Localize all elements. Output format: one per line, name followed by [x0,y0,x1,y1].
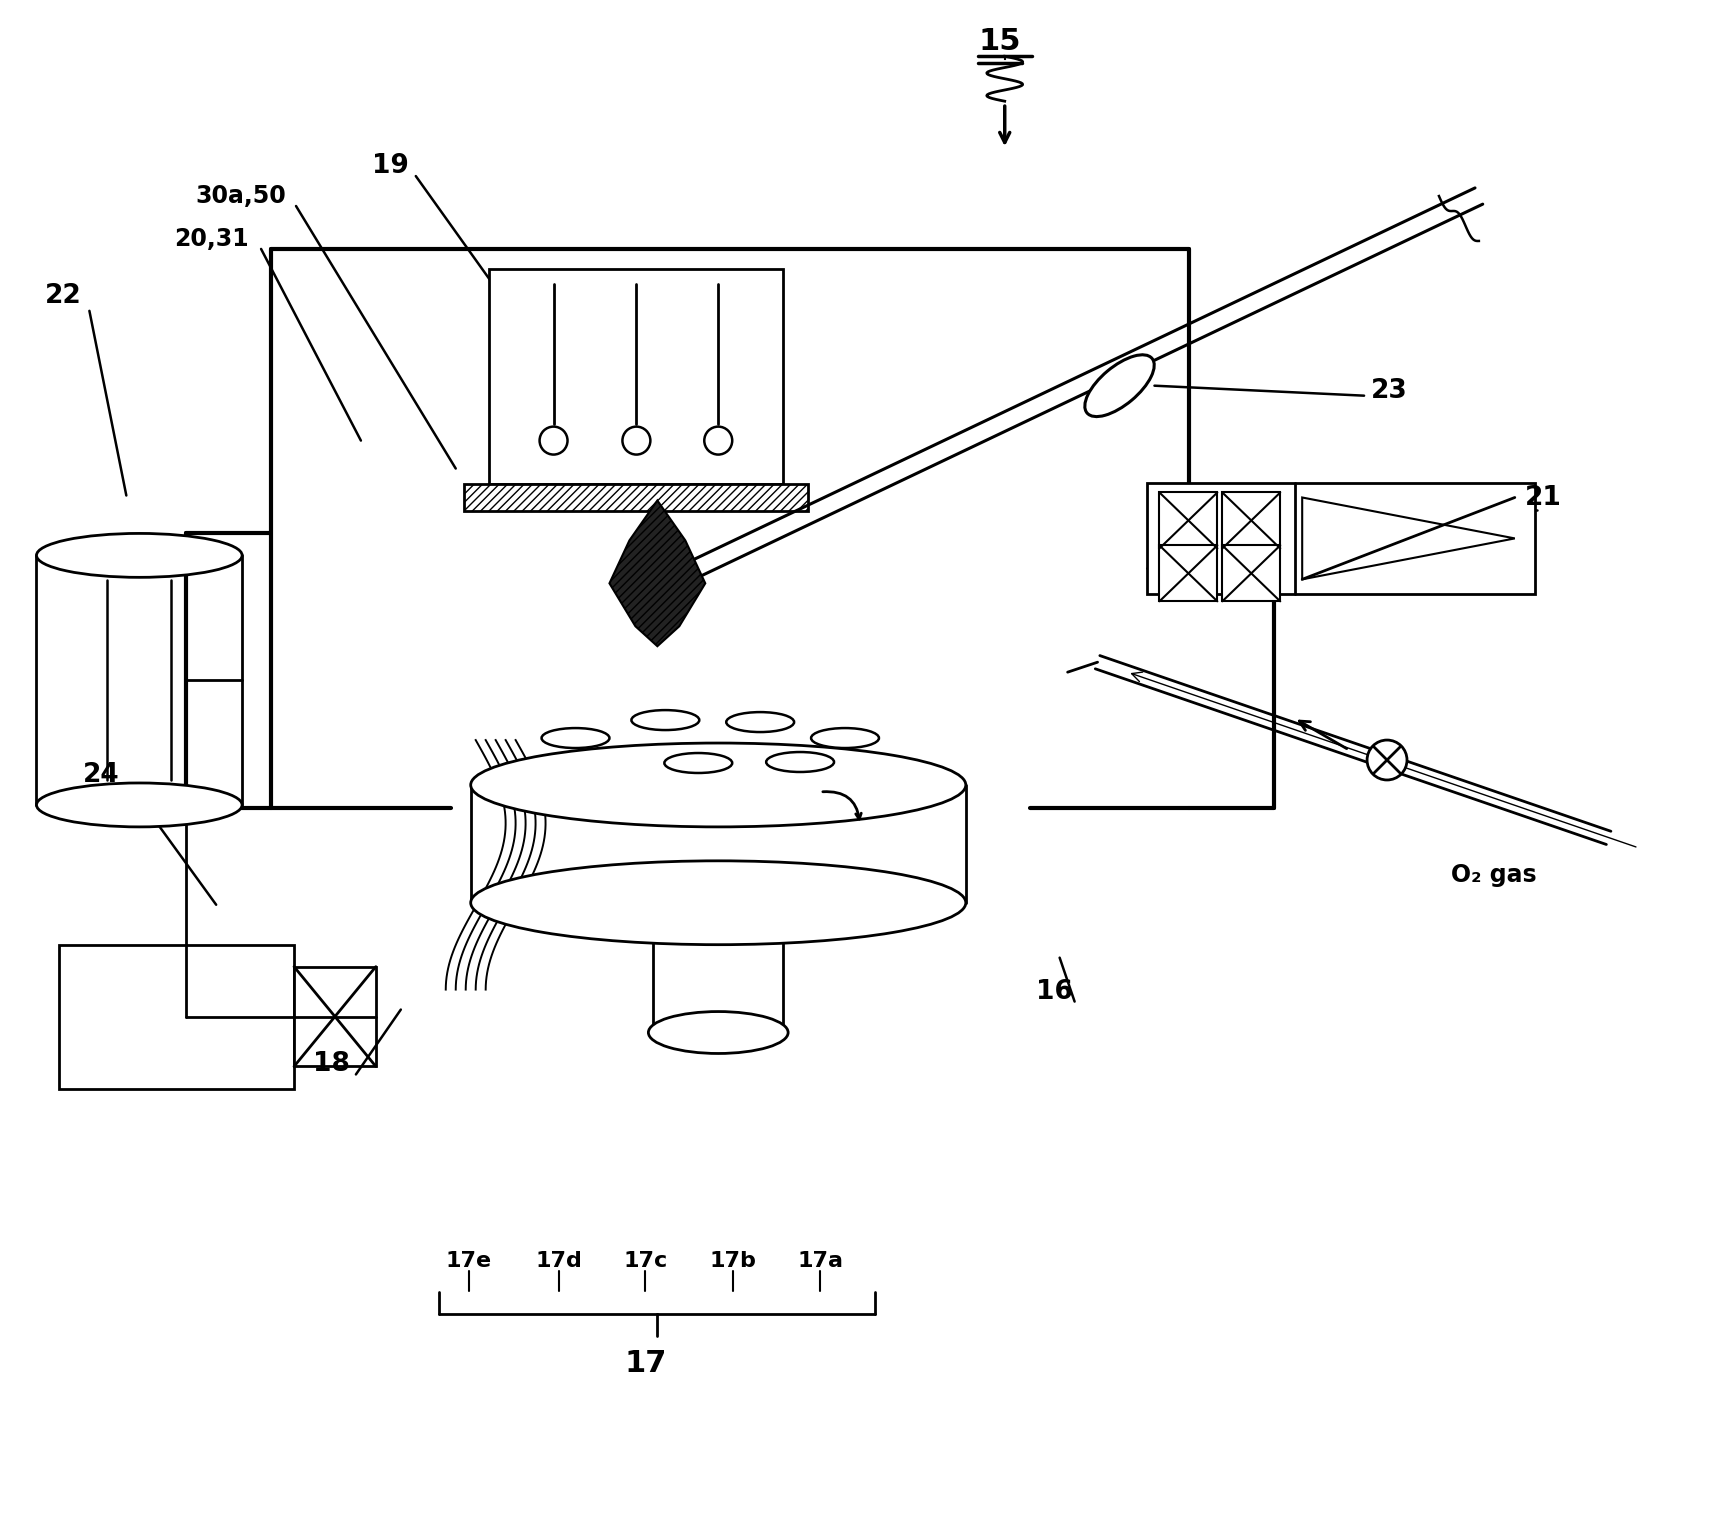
Ellipse shape [542,728,609,748]
Ellipse shape [1085,354,1155,417]
Bar [293,967,376,1067]
Ellipse shape [36,533,242,578]
Circle shape [1368,740,1407,780]
Circle shape [623,426,650,455]
Text: 17b: 17b [710,1251,757,1271]
Text: 16: 16 [1036,978,1072,1004]
Text: 17a: 17a [796,1251,843,1271]
Ellipse shape [631,710,700,730]
Bar [1148,483,1534,595]
Bar [1222,492,1280,549]
Text: 18: 18 [312,1052,350,1078]
Text: 22: 22 [45,284,82,308]
Bar [463,483,808,512]
Text: 24: 24 [82,762,120,788]
Bar [1160,492,1217,549]
Ellipse shape [649,1012,788,1053]
Circle shape [539,426,568,455]
Text: 17c: 17c [623,1251,668,1271]
Text: 23: 23 [1371,377,1407,403]
Ellipse shape [812,728,879,748]
Ellipse shape [470,744,966,826]
Ellipse shape [36,783,242,826]
Text: 21: 21 [1526,486,1562,512]
Ellipse shape [664,753,733,773]
Bar [489,268,782,483]
Text: O₂ gas: O₂ gas [1452,863,1536,886]
Circle shape [704,426,733,455]
Text: 19: 19 [372,153,410,179]
Ellipse shape [765,753,834,773]
Polygon shape [609,500,705,647]
Text: 30a,50: 30a,50 [196,184,287,208]
Text: 17: 17 [625,1349,666,1378]
Bar [1160,546,1217,601]
Bar [1222,546,1280,601]
Bar [60,944,293,1090]
Ellipse shape [470,862,966,944]
Text: 15: 15 [978,26,1021,55]
Ellipse shape [726,713,795,733]
Text: 17d: 17d [535,1251,582,1271]
Text: 17e: 17e [446,1251,492,1271]
Text: 20,31: 20,31 [173,227,249,251]
